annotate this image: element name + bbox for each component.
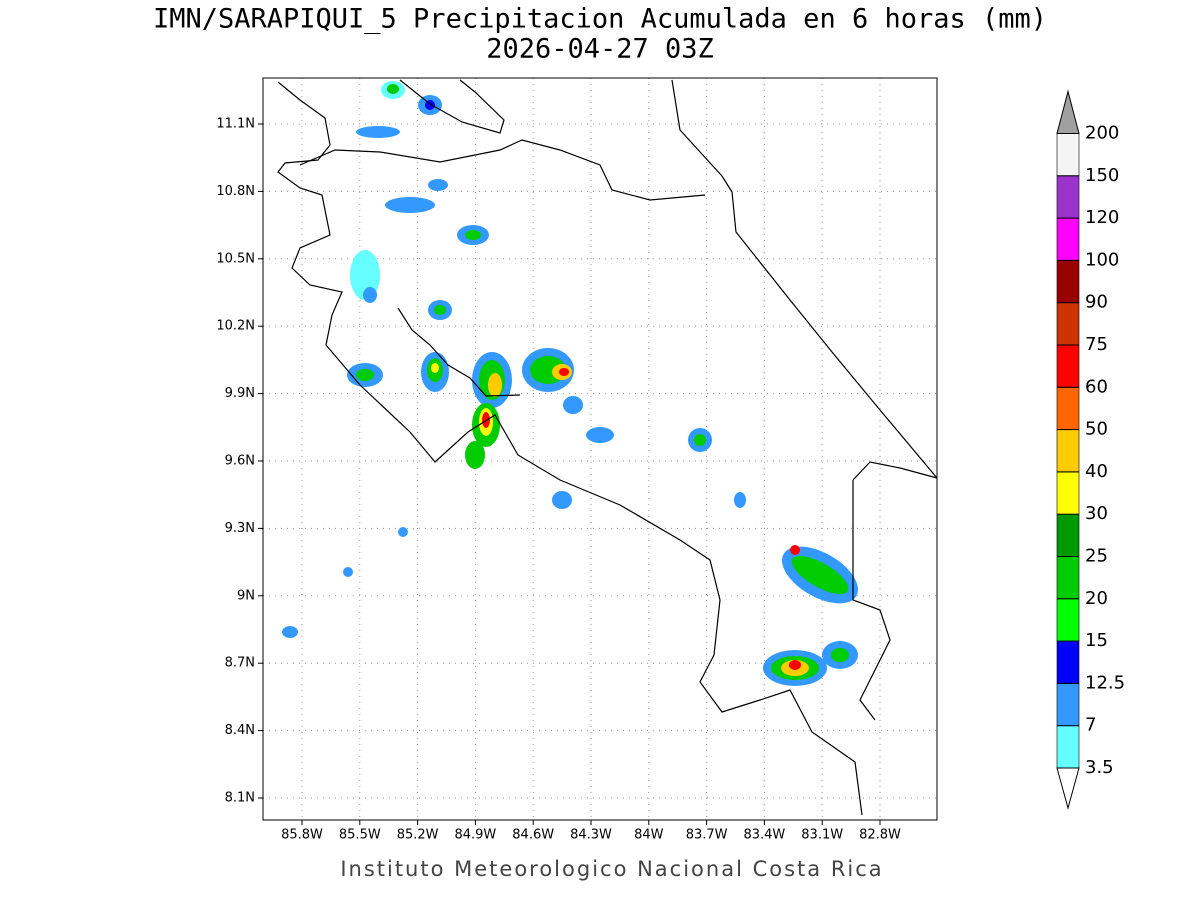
colorbar-band [1056, 725, 1080, 769]
colorbar-label: 7 [1085, 715, 1096, 736]
x-tick-label: 84.6W [512, 828, 554, 843]
x-tick-label: 85.5W [339, 828, 381, 843]
colorbar-label: 200 [1085, 123, 1119, 144]
colorbar-band [1056, 217, 1080, 261]
x-tick-label: 84.9W [454, 828, 496, 843]
y-tick-label: 8.1N [225, 791, 255, 806]
precipitation-field [282, 81, 858, 686]
x-tick-label: 83.1W [801, 828, 843, 843]
colorbar-band [1056, 640, 1080, 684]
colorbar-label: 12.5 [1085, 672, 1125, 693]
y-tick-label: 8.7N [225, 656, 255, 671]
grid [263, 78, 937, 820]
colorbar-label: 25 [1085, 546, 1108, 567]
subtitle: 2026-04-27 03Z [486, 34, 714, 65]
x-tick-label: 82.8W [859, 828, 901, 843]
colorbar-label: 120 [1085, 207, 1119, 228]
y-tick-label: 9.9N [225, 386, 255, 401]
x-tick-label: 84.3W [570, 828, 612, 843]
coastline [277, 79, 938, 816]
colorbar-band [1056, 683, 1080, 727]
x-tick-label: 85.8W [281, 828, 323, 843]
colorbar-band [1056, 344, 1080, 388]
y-tick-label: 10.2N [216, 319, 255, 334]
x-tick-label: 84W [634, 828, 664, 843]
y-tick-label: 11.1N [216, 117, 255, 132]
colorbar-band [1056, 133, 1080, 177]
colorbar-band [1056, 302, 1080, 346]
y-tick-label: 9.6N [225, 454, 255, 469]
colorbar-band [1056, 386, 1080, 430]
colorbar-label: 40 [1085, 461, 1108, 482]
y-tick-label: 9N [237, 588, 255, 603]
colorbar: 3.5 7 12.5 15 20 25 30 40 50 60 75 90 100 120 150 200 [1056, 89, 1125, 810]
colorbar-band [1056, 175, 1080, 219]
colorbar-label: 50 [1085, 419, 1108, 440]
colorbar-band [1056, 513, 1080, 557]
y-tick-label: 10.5N [216, 251, 255, 266]
colorbar-band [1056, 556, 1080, 600]
colorbar-label: 75 [1085, 334, 1108, 355]
colorbar-label: 90 [1085, 292, 1108, 313]
colorbar-label: 30 [1085, 503, 1108, 524]
x-tick-label: 83.7W [686, 828, 728, 843]
footer: Instituto Meteorologico Nacional Costa R… [340, 857, 883, 881]
y-tick-label: 8.4N [225, 723, 255, 738]
colorbar-label: 100 [1085, 249, 1119, 270]
colorbar-label: 20 [1085, 588, 1108, 609]
colorbar-band [1056, 429, 1080, 473]
colorbar-under [1056, 767, 1080, 810]
x-tick-label: 85.2W [397, 828, 439, 843]
colorbar-label: 150 [1085, 165, 1119, 186]
x-tick-label: 83.4W [743, 828, 785, 843]
colorbar-label: 3.5 [1085, 757, 1114, 778]
title: IMN/SARAPIQUI_5 Precipitacion Acumulada … [153, 4, 1047, 35]
colorbar-label: 60 [1085, 376, 1108, 397]
map-frame [262, 77, 938, 821]
y-tick-label: 10.8N [216, 184, 255, 199]
y-tick-label: 9.3N [225, 521, 255, 536]
colorbar-over [1056, 89, 1080, 134]
colorbar-band [1056, 471, 1080, 515]
colorbar-band [1056, 598, 1080, 642]
colorbar-label: 15 [1085, 630, 1108, 651]
colorbar-band [1056, 260, 1080, 303]
